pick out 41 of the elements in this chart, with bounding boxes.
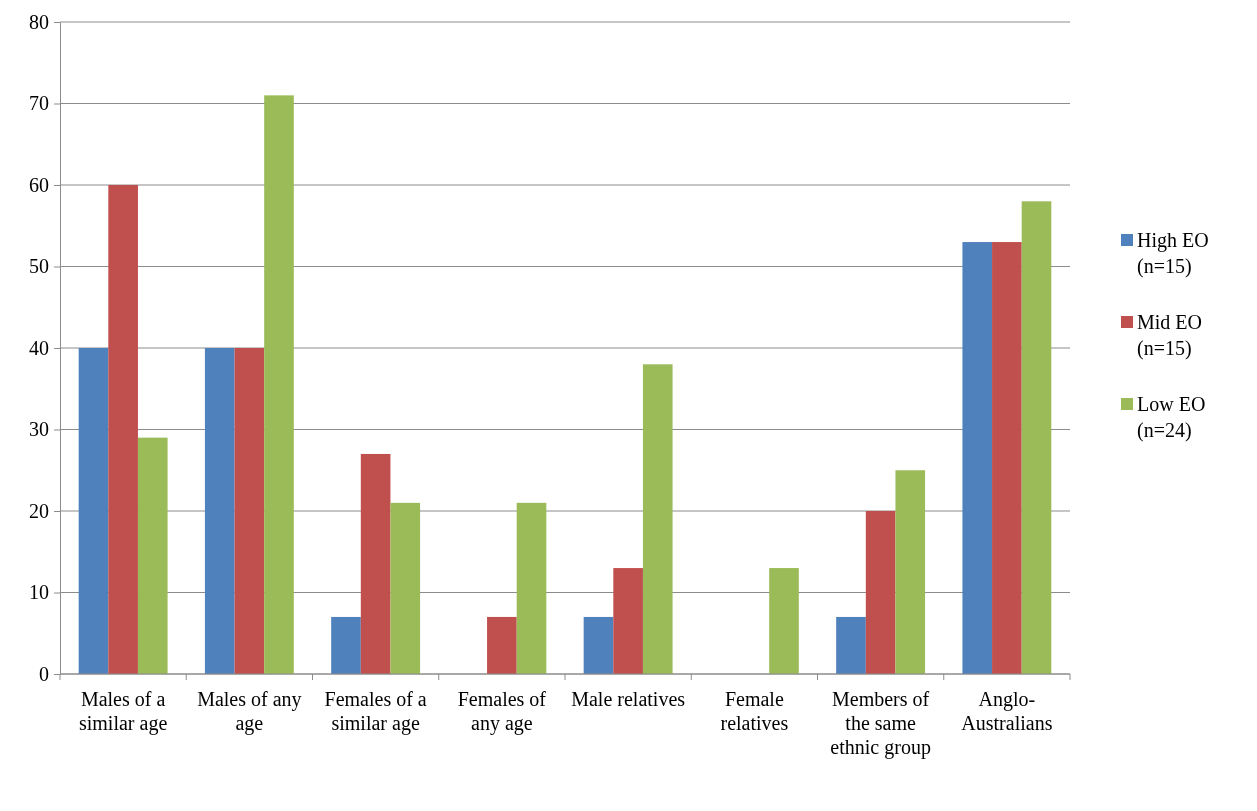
y-tick-label: 40 [29, 336, 49, 359]
legend-label: Low EO (n=24) [1137, 393, 1206, 442]
x-tick-label: Male relatives [571, 688, 686, 710]
bar [895, 470, 926, 674]
x-tick-label: Females of a similar age [324, 688, 427, 735]
bar [108, 185, 138, 674]
bar [360, 453, 391, 674]
legend-label: High EO (n=15) [1137, 229, 1209, 278]
bar [516, 502, 547, 674]
bar [331, 616, 361, 674]
y-tick-label: 80 [29, 10, 49, 33]
x-tick-label: Females of any age [457, 688, 547, 735]
y-tick-label: 10 [29, 581, 49, 604]
bar [836, 616, 866, 674]
bar [642, 364, 673, 674]
bar [613, 568, 643, 674]
x-tick-label: Males of a similar age [78, 688, 168, 735]
y-tick-label: 50 [29, 255, 49, 278]
x-tick-label: Members of the same ethnic group [830, 688, 931, 759]
bar [137, 437, 168, 674]
bar [1021, 201, 1052, 674]
y-tick-label: 30 [29, 418, 49, 441]
bar [234, 348, 265, 674]
y-tick-label: 60 [29, 173, 49, 196]
x-tick-label: Female relatives [720, 688, 789, 734]
bar [78, 348, 109, 674]
bar [992, 242, 1022, 674]
bar [583, 616, 614, 674]
bar [487, 616, 517, 674]
bar [769, 568, 799, 674]
x-tick-label: Anglo-Australians [961, 688, 1053, 734]
bar [962, 242, 993, 674]
y-tick-label: 70 [29, 92, 49, 115]
legend-label: Mid EO (n=15) [1137, 311, 1202, 360]
y-tick-label: 20 [29, 499, 49, 522]
x-tick-label: Males of any age [197, 688, 302, 735]
bar [390, 502, 421, 674]
bar [264, 95, 294, 674]
y-tick-label: 0 [39, 662, 49, 685]
bar [865, 511, 896, 674]
bar [204, 348, 235, 674]
